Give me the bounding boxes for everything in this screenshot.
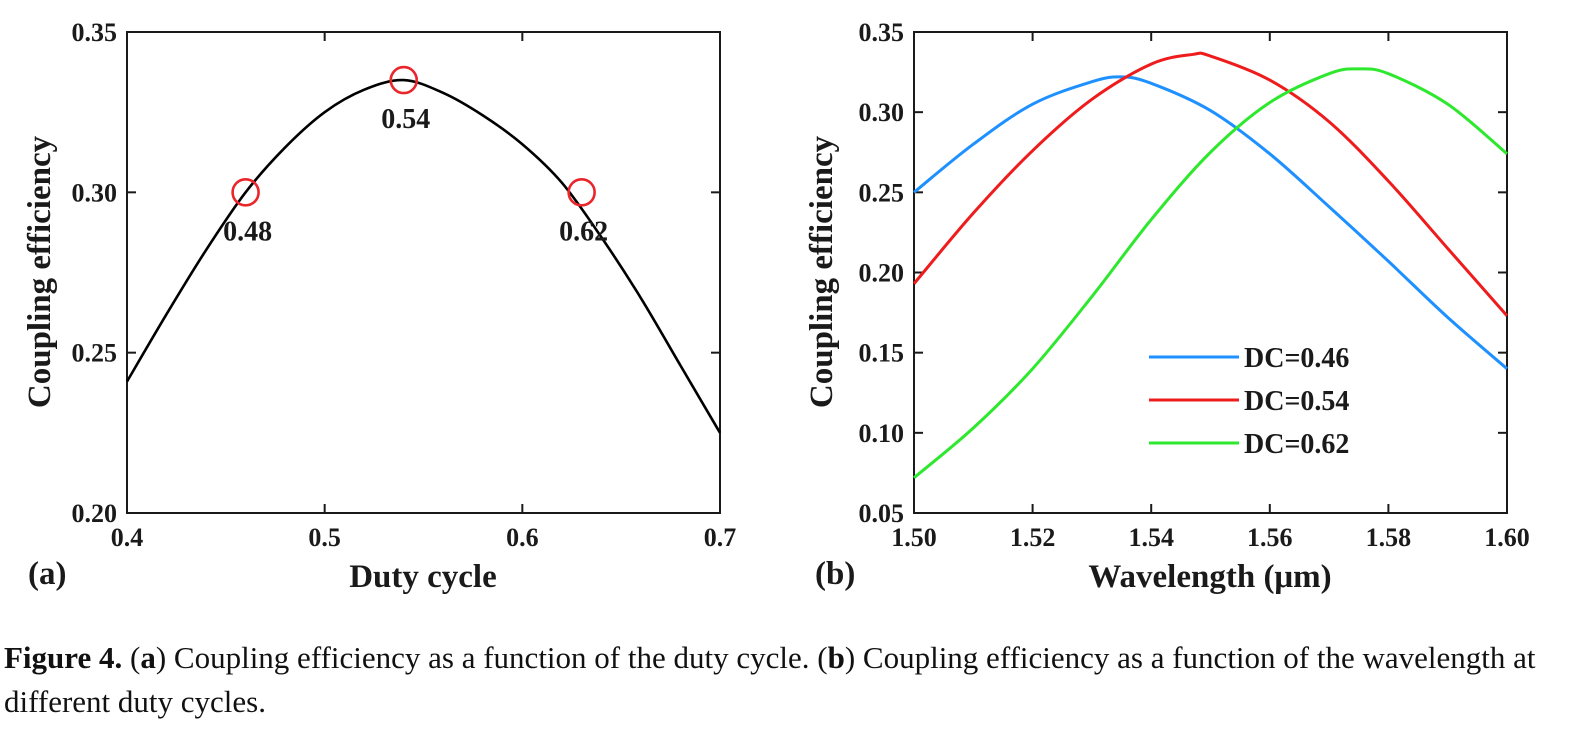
y-tick-label: 0.20	[859, 259, 905, 288]
caption-b-text: ) Coupling efficiency as a function of t…	[4, 640, 1536, 719]
marker-label: 0.48	[223, 216, 272, 247]
legend-entry-label: DC=0.54	[1244, 386, 1349, 417]
panel-a-label: (a)	[28, 556, 66, 592]
y-tick-label: 0.30	[72, 178, 118, 207]
y-tick-label: 0.35	[72, 18, 118, 47]
y-tick-label: 0.25	[859, 178, 905, 207]
panel-a-series	[125, 78, 722, 434]
panel-b-label: (b)	[815, 556, 855, 592]
x-tick-label: 1.50	[891, 523, 937, 552]
y-tick-label: 0.30	[859, 98, 905, 127]
panel-a-ticks: 0.4 0.5 0.6 0.7 0.20 0.25 0.30 0.35	[72, 18, 737, 552]
panel-b-ylabel: Coupling efficiency	[804, 135, 840, 408]
panel-b-plot-frame	[913, 31, 1508, 514]
panel-a-ylabel: Coupling efficiency	[22, 135, 58, 408]
panel-b-ticks: 1.50 1.52 1.54 1.56 1.58 1.60 0.05 0.10 0.15 0.20…	[859, 18, 1530, 552]
panel-a-plot-frame	[126, 31, 721, 514]
y-tick-label: 0.35	[859, 18, 905, 47]
series-line-0	[125, 78, 722, 434]
x-tick-label: 1.54	[1128, 523, 1174, 552]
x-tick-label: 0.4	[111, 523, 144, 552]
caption-a-text: ) Coupling efficiency as a function of t…	[155, 640, 828, 675]
marker-label: 0.62	[559, 216, 608, 247]
y-tick-label: 0.15	[859, 339, 905, 368]
x-tick-label: 1.58	[1366, 523, 1412, 552]
caption-b-label: b	[827, 640, 845, 675]
figure-caption: Figure 4. (a) Coupling efficiency as a f…	[4, 640, 1536, 719]
y-tick-label: 0.25	[72, 339, 118, 368]
series-line-dc-0-46	[913, 75, 1508, 370]
legend-entry-label: DC=0.62	[1244, 429, 1349, 460]
y-tick-label: 0.20	[72, 499, 118, 528]
panel-a-xlabel: Duty cycle	[349, 559, 497, 595]
panel-b-wavelength-chart: 1.50 1.52 1.54 1.56 1.58 1.60 0.05 0.10 0.15 0.20…	[804, 18, 1530, 595]
highlight-marker	[231, 178, 260, 207]
panel-a-duty-cycle-chart: 0.4 0.5 0.6 0.7 0.20 0.25 0.30 0.35 0.48 0.54 0.6…	[22, 18, 736, 595]
x-tick-label: 0.6	[506, 523, 539, 552]
x-tick-label: 0.7	[704, 523, 737, 552]
highlight-marker	[389, 65, 419, 95]
y-tick-label: 0.05	[859, 499, 905, 528]
x-tick-label: 1.60	[1484, 523, 1530, 552]
caption-a-label: a	[140, 640, 156, 675]
panel-a-markers: 0.48 0.54 0.62	[223, 65, 608, 247]
series-line-dc-0-62	[913, 67, 1508, 479]
caption-figure-label: Figure 4.	[4, 640, 123, 675]
highlight-marker	[567, 178, 596, 207]
marker-label: 0.54	[381, 104, 430, 135]
figure-canvas: 0.4 0.5 0.6 0.7 0.20 0.25 0.30 0.35 0.48 0.54 0.6…	[22, 18, 1530, 595]
legend-entry-label: DC=0.46	[1244, 343, 1349, 374]
x-tick-label: 1.56	[1247, 523, 1293, 552]
y-tick-label: 0.10	[859, 419, 905, 448]
panel-b-xlabel: Wavelength (μm)	[1088, 559, 1331, 595]
series-line-dc-0-54	[912, 51, 1509, 317]
x-tick-label: 1.52	[1010, 523, 1056, 552]
x-tick-label: 0.5	[308, 523, 341, 552]
panel-b-series	[912, 51, 1509, 479]
panel-b-legend: DC=0.46 DC=0.54 DC=0.62	[1149, 343, 1349, 460]
